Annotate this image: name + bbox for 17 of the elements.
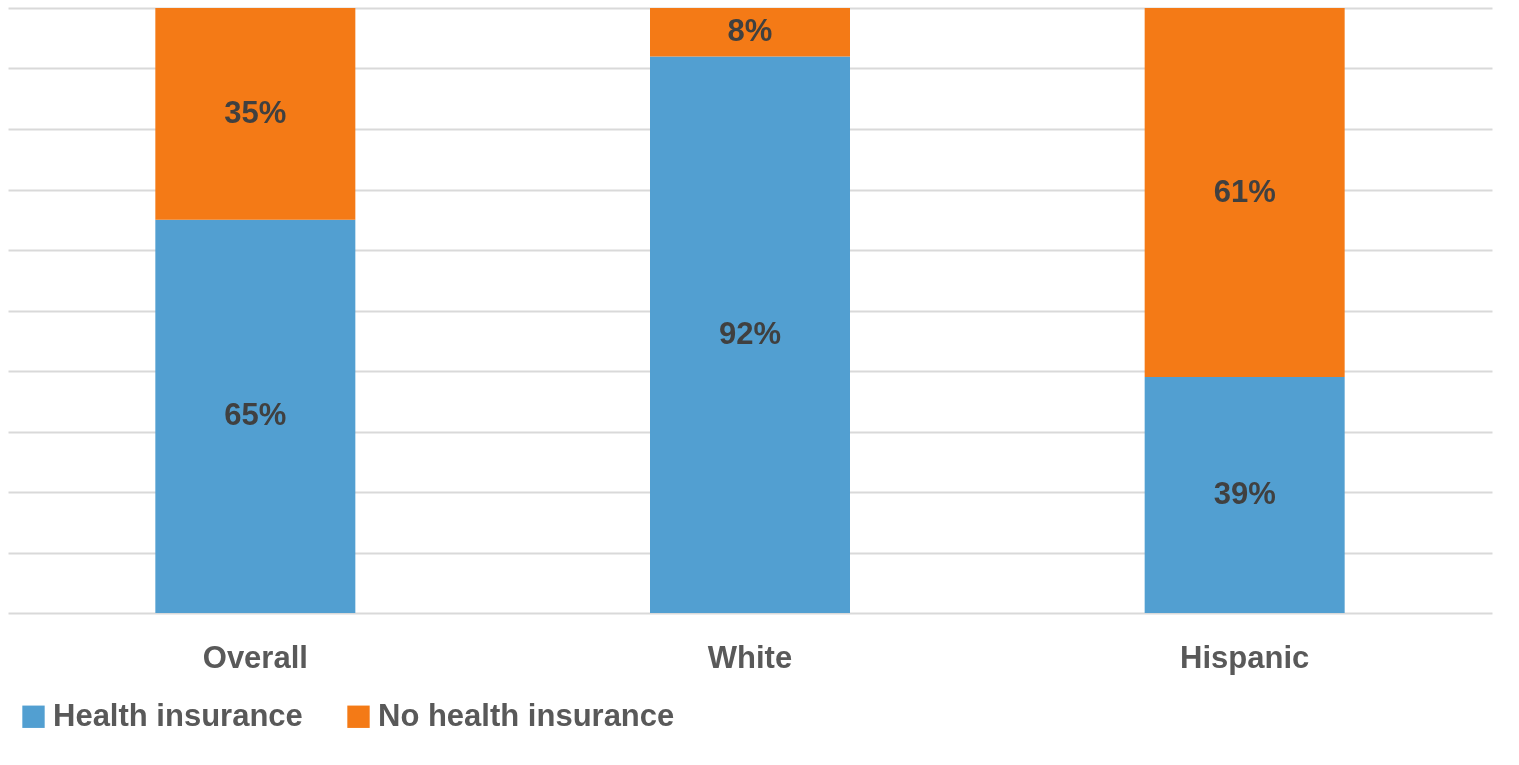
bar bbox=[155, 219, 356, 613]
legend-label: Health insurance bbox=[53, 697, 303, 733]
data-label: 92% bbox=[718, 315, 782, 351]
x-tick-label: Overall bbox=[202, 639, 308, 675]
x-tick-label: White bbox=[707, 639, 793, 675]
legend-label: No health insurance bbox=[378, 697, 675, 733]
data-label: 39% bbox=[1213, 476, 1276, 512]
x-tick-label: Hispanic bbox=[1180, 639, 1310, 675]
bar bbox=[1144, 8, 1345, 378]
data-label: 65% bbox=[224, 397, 287, 433]
bar bbox=[155, 8, 356, 220]
bar bbox=[650, 8, 850, 57]
data-label: 8% bbox=[727, 13, 773, 49]
data-label: 61% bbox=[1213, 173, 1276, 209]
bar bbox=[1144, 377, 1345, 613]
data-label: 35% bbox=[224, 94, 287, 130]
bar bbox=[650, 56, 850, 613]
